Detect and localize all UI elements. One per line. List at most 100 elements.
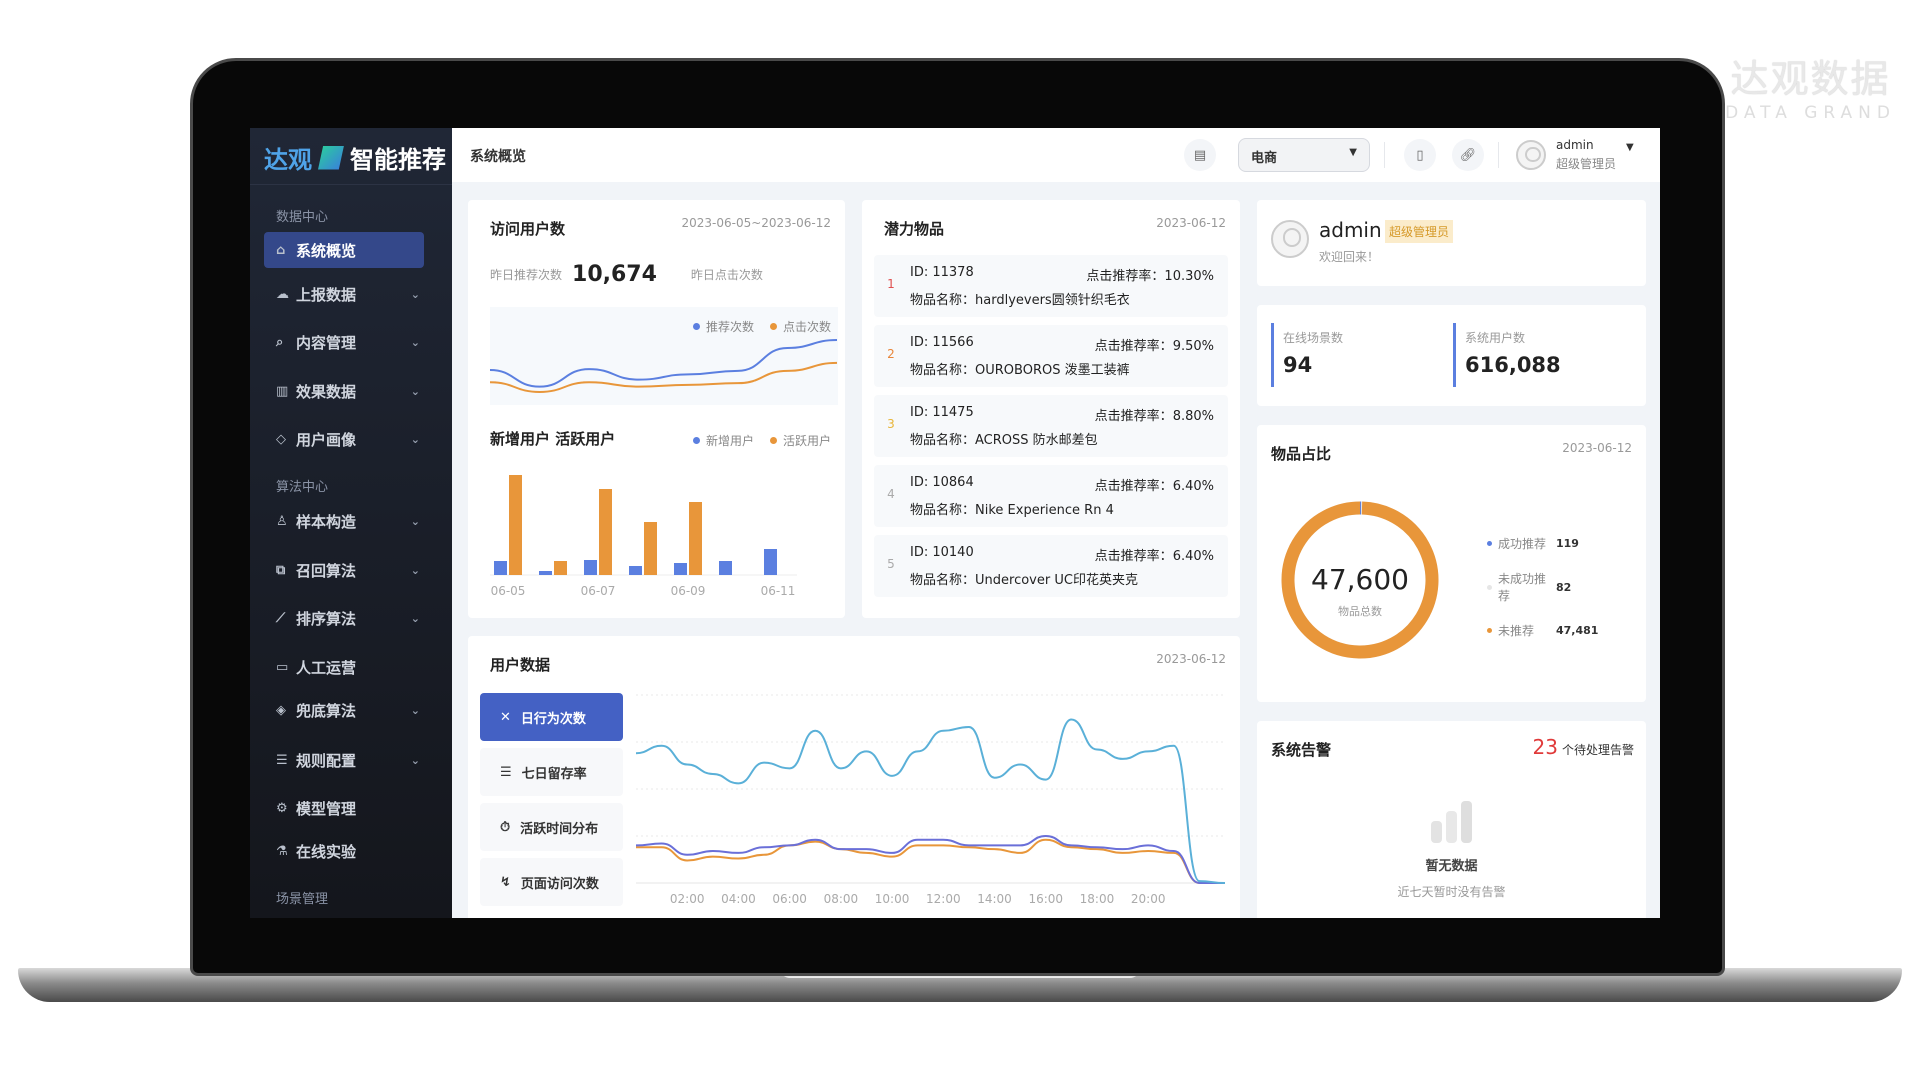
donut-total-label: 物品总数 [1338, 605, 1382, 618]
rate-label: 点击推荐率： [1094, 479, 1173, 494]
potential-item[interactable]: 5 ID: 10140 点击推荐率：6.40% 物品名称：Undercover … [874, 535, 1228, 597]
rec-count-label: 昨日推荐次数 [490, 268, 563, 282]
section-scene-mgmt[interactable]: 场景管理 [276, 892, 329, 907]
sidebar-item[interactable]: ▥ 效果数据 ⌄ [264, 373, 424, 409]
item-name: hardlyevers圆领针织毛衣 [975, 293, 1130, 308]
tab-label: 七日留存率 [521, 766, 587, 782]
chevron-down-icon: ⌄ [410, 703, 420, 717]
rank: 5 [887, 557, 895, 571]
visits-legend: 推荐次数 点击次数 [692, 318, 831, 335]
bar-active-users [689, 502, 702, 575]
x-tick-label: 12:00 [926, 892, 961, 906]
link-icon[interactable]: 🔗︎ [1452, 139, 1484, 171]
card-title: 访问用户数 [490, 220, 566, 238]
tab-page-visit[interactable]: ↯ 页面访问次数 [480, 858, 623, 906]
rate-label: 点击推荐率： [1086, 269, 1165, 284]
rate-value: 6.40% [1172, 549, 1214, 564]
watermark-cn: 达观数据 [1730, 57, 1891, 101]
potential-item[interactable]: 2 ID: 11566 点击推荐率：9.50% 物品名称：OUROBOROS 泼… [874, 325, 1228, 387]
item-share-card: 物品占比 2023-06-12 47,600 物品总数 成功推荐 119 未成功推荐… [1257, 425, 1646, 702]
sidebar-item[interactable]: ◈ 兜底算法 ⌄ [264, 692, 424, 728]
sidebar: 达观 智能推荐 数据中心 算法中心 场景管理 ⌂ 系统概览 ☁ 上报数据 ⌄ ⌕ 内容管理 ⌄… [250, 128, 452, 918]
x-tick-label: 14:00 [977, 892, 1012, 906]
sidebar-item-label: 效果数据 [296, 382, 357, 401]
donut-total: 47,600 [1311, 563, 1409, 596]
legend-dot [1487, 541, 1492, 546]
sidebar-item-label: 内容管理 [296, 333, 357, 352]
card-title: 系统告警 [1271, 741, 1332, 759]
document-icon[interactable]: ▯ [1404, 139, 1436, 171]
series-line-0 [635, 718, 1226, 884]
sidebar-item[interactable]: ▭ 人工运营 [264, 649, 424, 685]
rank: 4 [887, 487, 895, 501]
stats-card: 在线场景数 94 系统用户数 616,088 [1257, 305, 1646, 406]
sidebar-item-label: 规则配置 [296, 751, 357, 770]
legend-dot [1487, 584, 1492, 590]
rate-label: 点击推荐率： [1094, 549, 1173, 564]
tab-behavior[interactable]: ✕ 日行为次数 [480, 693, 623, 741]
stat-accent-bar [1271, 323, 1274, 387]
bar-new-users [584, 560, 597, 575]
user-menu-caret-icon[interactable]: ▼ [1626, 142, 1634, 153]
x-tick-label: 04:00 [721, 892, 756, 906]
scene-select[interactable]: 电商 ▼ [1238, 138, 1370, 172]
flask-icon: ⚗ [276, 843, 288, 859]
avatar[interactable] [1516, 140, 1546, 170]
bar-new-users [539, 571, 552, 575]
rate-label: 点击推荐率： [1094, 409, 1173, 424]
calculator-icon[interactable]: ▤ [1184, 139, 1216, 171]
sidebar-item[interactable]: ⚗ 在线实验 [264, 833, 424, 869]
watermark-en: DATA GRAND [1725, 103, 1896, 123]
click-count-label: 昨日点击次数 [690, 268, 763, 282]
card-title: 潜力物品 [884, 220, 945, 238]
sidebar-item[interactable]: ♙ 样本构造 ⌄ [264, 503, 424, 539]
potential-item[interactable]: 4 ID: 10864 点击推荐率：6.40% 物品名称：Nike Experi… [874, 465, 1228, 527]
bar-active-users [599, 489, 612, 575]
card-date: 2023-06-05~2023-06-12 [681, 216, 831, 230]
rate-value: 6.40% [1172, 479, 1214, 494]
sidebar-item-label: 模型管理 [296, 799, 357, 818]
chevron-down-icon: ⌄ [410, 287, 420, 301]
sidebar-item-label: 在线实验 [296, 842, 357, 861]
tab-label: 页面访问次数 [520, 876, 599, 892]
header-username[interactable]: admin [1556, 138, 1594, 152]
bar-active-users [644, 522, 657, 575]
profile-name: admin [1319, 218, 1382, 242]
x-tick-label: 06-09 [671, 584, 706, 598]
page-title: 系统概览 [470, 149, 526, 165]
sidebar-item[interactable]: ⚙ 模型管理 [264, 790, 424, 826]
stat-label: 系统用户数 [1465, 331, 1526, 345]
sidebar-item[interactable]: ☰ 规则配置 ⌄ [264, 742, 424, 778]
chevron-down-icon: ⌄ [410, 753, 420, 767]
legend-label: 推荐次数 [705, 320, 754, 334]
potential-item[interactable]: 1 ID: 11378 点击推荐率：10.30% 物品名称：hardlyever… [874, 255, 1228, 317]
sidebar-item[interactable]: ⧉ 召回算法 ⌄ [264, 552, 424, 588]
timer-icon: ⏱ [500, 819, 511, 835]
rate-label: 点击推荐率： [1094, 339, 1173, 354]
item-id: ID: 11378 [910, 265, 974, 280]
caret-down-icon: ▼ [1349, 147, 1357, 158]
potential-item[interactable]: 3 ID: 11475 点击推荐率：8.80% 物品名称：ACROSS 防水邮差… [874, 395, 1228, 457]
rate-value: 10.30% [1164, 269, 1214, 284]
card-date: 2023-06-12 [1156, 652, 1226, 666]
name-label: 物品名称： [910, 503, 976, 518]
stat-value: 94 [1283, 353, 1313, 377]
logo-product: 智能推荐 [350, 146, 446, 174]
tab-retention[interactable]: ☰ 七日留存率 [480, 748, 623, 796]
tab-timer[interactable]: ⏱ 活跃时间分布 [480, 803, 623, 851]
sidebar-item-label: 用户画像 [296, 430, 357, 449]
recall-icon: ⧉ [276, 562, 286, 578]
sidebar-item[interactable]: ☁ 上报数据 ⌄ [264, 276, 424, 312]
bar-new-users [629, 566, 642, 575]
sidebar-item[interactable]: ◇ 用户画像 ⌄ [264, 421, 424, 457]
series-line-recommendations [490, 339, 838, 388]
profile-card: admin 超级管理员 欢迎回来！ [1257, 200, 1646, 286]
sidebar-item[interactable]: ⌕ 内容管理 ⌄ [264, 324, 424, 360]
bar-new-users [494, 561, 507, 575]
card-date: 2023-06-12 [1156, 216, 1226, 230]
sidebar-item[interactable]: ⌂ 系统概览 [264, 232, 424, 268]
chevron-down-icon: ⌄ [410, 384, 420, 398]
sidebar-item[interactable]: ⟋ 排序算法 ⌄ [264, 600, 424, 636]
page-visit-icon: ↯ [500, 874, 511, 890]
users-bar-chart: 06-05 06-07 06-09 06-11 [490, 475, 797, 598]
